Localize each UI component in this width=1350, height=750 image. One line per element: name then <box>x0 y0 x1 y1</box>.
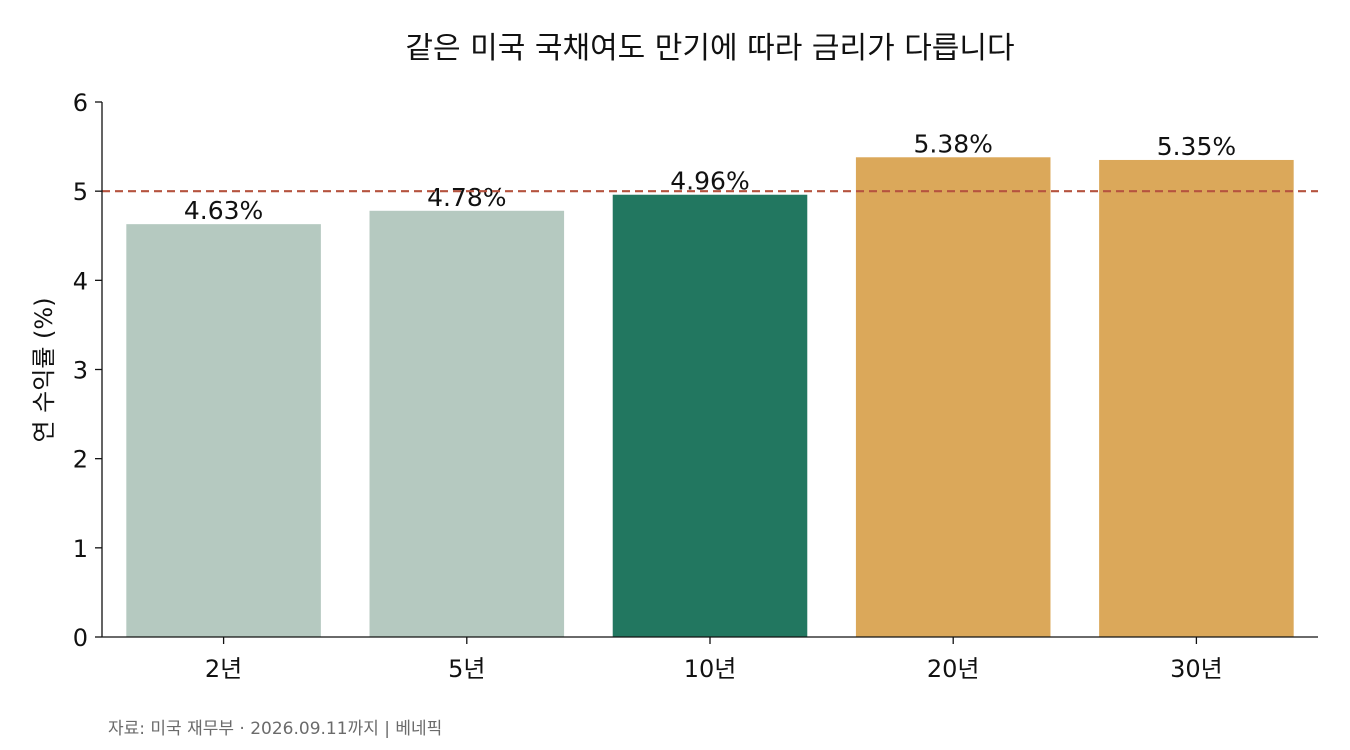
data-labels-group: 4.63% 4.78% 4.96% 5.38% 5.35% <box>184 129 1236 225</box>
bar-value-label: 4.96% <box>670 167 749 196</box>
y-tick-label: 0 <box>73 624 88 652</box>
bar <box>126 224 321 638</box>
bar <box>855 157 1051 638</box>
source-note: 자료: 미국 재무부 · 2026.09.11까지 | 베네픽 <box>108 719 442 739</box>
bar-value-label: 4.63% <box>184 196 263 225</box>
y-tick-label: 6 <box>73 89 88 117</box>
bar <box>369 210 565 638</box>
bars-group <box>126 157 1294 638</box>
bar-value-label: 4.78% <box>427 183 506 212</box>
y-tick-label: 1 <box>73 535 88 563</box>
chart-title: 같은 미국 국채여도 만기에 따라 금리가 다릅니다 <box>405 31 1014 66</box>
y-axis-ticks: 0 1 2 3 4 5 6 <box>73 89 102 652</box>
x-axis-ticks: 2년 5년 10년 20년 30년 <box>205 637 1223 683</box>
x-tick-label: 20년 <box>927 655 980 683</box>
bar <box>612 194 808 637</box>
x-tick-label: 2년 <box>205 655 242 683</box>
y-tick-label: 2 <box>73 446 88 474</box>
bar <box>1099 159 1294 638</box>
bar-value-label: 5.38% <box>913 129 992 158</box>
y-axis-label: 연 수익률 (%) <box>30 297 58 442</box>
bar-value-label: 5.35% <box>1157 132 1236 161</box>
x-tick-label: 10년 <box>684 655 737 683</box>
x-tick-label: 5년 <box>448 655 485 683</box>
y-tick-label: 4 <box>73 267 88 295</box>
y-tick-label: 5 <box>73 178 88 206</box>
y-tick-label: 3 <box>73 357 88 385</box>
x-tick-label: 30년 <box>1170 655 1223 683</box>
